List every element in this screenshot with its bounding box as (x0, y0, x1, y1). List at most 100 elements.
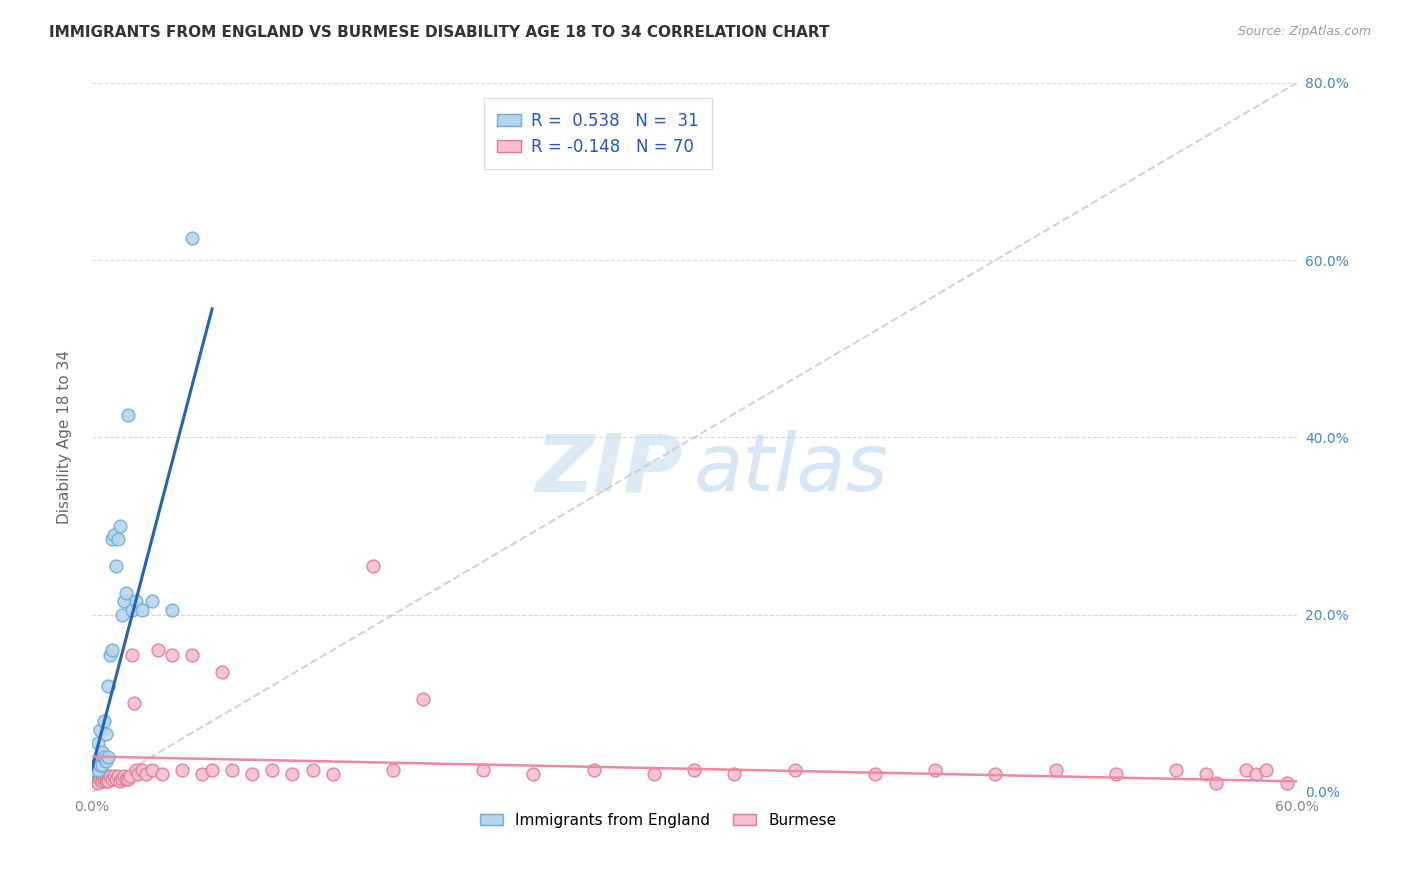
Y-axis label: Disability Age 18 to 34: Disability Age 18 to 34 (58, 351, 72, 524)
Point (94, 727, 117, 741)
Point (100, 643, 122, 657)
Text: IMMIGRANTS FROM ENGLAND VS BURMESE DISABILITY AGE 18 TO 34 CORRELATION CHART: IMMIGRANTS FROM ENGLAND VS BURMESE DISAB… (49, 25, 830, 40)
Point (783, 763, 806, 777)
Point (111, 607, 134, 622)
Point (723, 767, 745, 781)
Point (108, 774, 131, 789)
Point (381, 763, 404, 777)
Point (160, 603, 183, 617)
Point (108, 519, 131, 533)
Point (112, 769, 135, 783)
Point (94, 774, 117, 789)
Point (89, 769, 111, 783)
Point (98, 648, 121, 662)
Point (131, 603, 153, 617)
Point (103, 528, 125, 542)
Point (181, 231, 204, 245)
Point (84, 774, 107, 789)
Point (107, 769, 129, 783)
Point (1246, 767, 1268, 781)
Point (83, 763, 105, 777)
Point (281, 767, 304, 781)
Point (89, 723, 111, 737)
Point (94, 769, 117, 783)
Point (262, 763, 284, 777)
Point (170, 763, 193, 777)
Point (111, 772, 134, 786)
Point (522, 767, 544, 781)
Text: Source: ZipAtlas.com: Source: ZipAtlas.com (1237, 25, 1371, 38)
Point (98, 769, 121, 783)
Point (84, 769, 107, 783)
Point (582, 763, 605, 777)
Point (121, 648, 143, 662)
Point (125, 763, 148, 777)
Point (361, 558, 384, 573)
Point (211, 665, 233, 680)
Point (86, 772, 108, 786)
Point (127, 767, 149, 781)
Point (301, 763, 323, 777)
Point (90, 758, 112, 772)
Point (240, 767, 263, 781)
Point (100, 533, 122, 547)
Point (160, 648, 183, 662)
Point (141, 594, 163, 608)
Point (94, 754, 117, 768)
Point (984, 767, 1007, 781)
Point (141, 763, 163, 777)
Point (322, 767, 344, 781)
Point (89, 772, 111, 786)
Point (117, 772, 139, 786)
Point (472, 763, 495, 777)
Point (83, 772, 105, 786)
Point (97, 774, 120, 789)
Point (107, 533, 129, 547)
Point (84, 758, 107, 772)
Point (86, 763, 108, 777)
Point (104, 772, 127, 786)
Point (100, 772, 122, 786)
Point (924, 763, 946, 777)
Point (90, 774, 112, 789)
Point (97, 772, 120, 786)
Point (121, 603, 143, 617)
Legend: Immigrants from England, Burmese: Immigrants from England, Burmese (474, 806, 842, 834)
Point (97, 679, 120, 693)
Point (131, 763, 153, 777)
Point (150, 767, 173, 781)
Point (118, 769, 141, 783)
Point (1275, 776, 1298, 790)
Text: atlas: atlas (695, 430, 889, 508)
Point (135, 767, 157, 781)
Point (201, 763, 224, 777)
Point (103, 769, 125, 783)
Point (122, 696, 145, 710)
Point (125, 594, 148, 608)
Point (1234, 763, 1257, 777)
Point (93, 767, 115, 781)
Point (112, 594, 135, 608)
Point (83, 767, 105, 781)
Point (1195, 767, 1218, 781)
Point (86, 736, 108, 750)
Point (1045, 763, 1067, 777)
Point (1205, 776, 1227, 790)
Point (1256, 763, 1278, 777)
Point (90, 769, 112, 783)
Point (683, 763, 706, 777)
Point (221, 763, 243, 777)
Point (146, 643, 169, 657)
Point (863, 767, 886, 781)
Point (643, 767, 665, 781)
Point (93, 772, 115, 786)
Point (114, 585, 136, 599)
Point (191, 767, 214, 781)
Point (97, 749, 120, 764)
Point (90, 745, 112, 759)
Point (93, 749, 115, 764)
Point (89, 758, 111, 772)
Point (93, 714, 115, 728)
Point (104, 558, 127, 573)
Point (117, 409, 139, 423)
